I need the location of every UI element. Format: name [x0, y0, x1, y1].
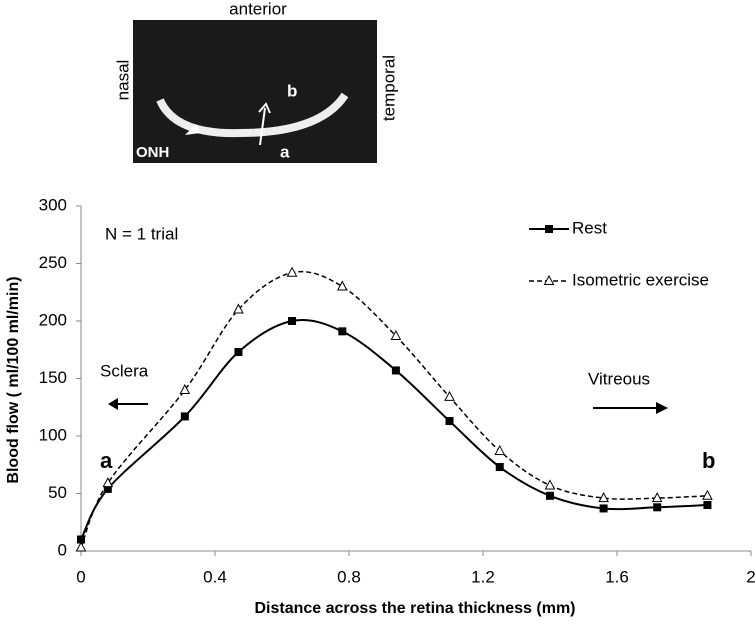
inset-label: ONH	[136, 144, 169, 161]
series-line	[80, 319, 708, 540]
x-tick-label: 0.8	[337, 567, 361, 586]
y-tick-label: 50	[48, 483, 67, 502]
annotation: N = 1 trial	[105, 224, 178, 243]
arrows	[108, 398, 668, 414]
marker	[391, 366, 400, 375]
marker	[179, 383, 191, 394]
legend-marker	[543, 274, 555, 285]
marker	[494, 444, 506, 455]
annotation: b	[702, 448, 715, 473]
oct-image	[133, 20, 377, 163]
y-tick-label: 0	[58, 540, 67, 559]
series-line	[80, 271, 708, 548]
marker	[390, 329, 402, 340]
marker	[495, 463, 504, 472]
marker	[288, 317, 297, 325]
marker	[77, 535, 85, 544]
x-tick-label: 0.4	[203, 567, 227, 586]
y-axis-label: Blood flow ( ml/100 ml/min)	[5, 276, 22, 483]
marker	[286, 266, 298, 277]
y-tick-label: 150	[39, 368, 67, 387]
marker	[180, 412, 189, 421]
inset-left: nasal	[113, 60, 132, 101]
annotation: Sclera	[100, 361, 149, 380]
marker	[653, 503, 662, 512]
inset-label: b	[287, 81, 297, 100]
marker	[703, 501, 712, 509]
marker	[103, 484, 112, 493]
marker	[444, 390, 455, 401]
marker	[75, 541, 87, 552]
arrowhead	[656, 402, 668, 414]
onh-arrow	[185, 124, 200, 135]
y-tick-label: 300	[39, 195, 67, 214]
inset-label: a	[280, 142, 290, 161]
legend-label: Rest	[572, 218, 607, 237]
marker	[233, 303, 244, 314]
legend-label: Isometric exercise	[572, 270, 709, 289]
inset-right: temporal	[379, 55, 398, 121]
arrowhead	[108, 398, 118, 410]
marker	[445, 417, 454, 426]
x-tick-label: 0	[76, 567, 85, 586]
inset-image: b a ONH	[133, 20, 377, 163]
inset-arrowhead	[258, 102, 271, 114]
inset-arrow	[259, 107, 266, 146]
marker	[338, 327, 347, 336]
x-tick-label: 1.6	[605, 567, 629, 586]
legend-marker	[545, 225, 553, 233]
marker	[336, 280, 348, 291]
x-axis-label: Distance across the retina thickness (mm…	[254, 600, 575, 617]
inset-top: anterior	[229, 0, 287, 18]
annotation: a	[100, 448, 113, 473]
y-tick-label: 200	[39, 310, 67, 329]
marker	[102, 477, 114, 488]
y-tick-label: 250	[39, 253, 67, 272]
x-tick-label: 1.2	[471, 567, 495, 586]
marker	[544, 479, 556, 490]
marker	[702, 489, 713, 500]
annotation: Vitreous	[588, 369, 650, 388]
marker	[546, 491, 554, 500]
marker	[651, 492, 663, 503]
x-tick-label: 2	[746, 567, 755, 586]
retina-arc	[156, 92, 349, 138]
y-tick-label: 100	[39, 425, 67, 444]
marker	[234, 348, 243, 357]
marker	[598, 492, 609, 503]
marker	[599, 504, 608, 513]
